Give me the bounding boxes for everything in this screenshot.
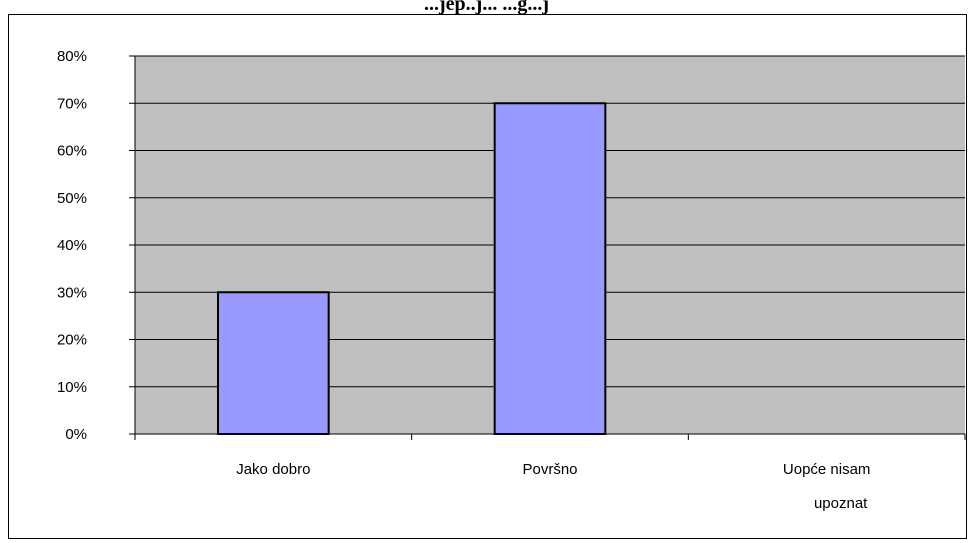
y-tick-label: 40% <box>57 237 87 254</box>
x-category-label: Jako dobro <box>236 461 310 478</box>
y-tick-label: 30% <box>57 284 87 301</box>
x-category-label: upoznat <box>814 495 868 512</box>
y-tick-label: 50% <box>57 190 87 207</box>
bar <box>217 291 330 435</box>
chart-title: ...jep..j... ...g...j <box>424 0 549 15</box>
x-category-label: Uopće nisam <box>783 461 871 478</box>
y-tick-label: 80% <box>57 48 87 65</box>
x-category-label: Površno <box>522 461 577 478</box>
bar <box>493 102 607 435</box>
y-tick-label: 60% <box>57 143 87 160</box>
y-tick-label: 0% <box>65 426 87 443</box>
y-tick-label: 20% <box>57 332 87 349</box>
y-tick-label: 10% <box>57 379 87 396</box>
y-tick-label: 70% <box>57 95 87 112</box>
